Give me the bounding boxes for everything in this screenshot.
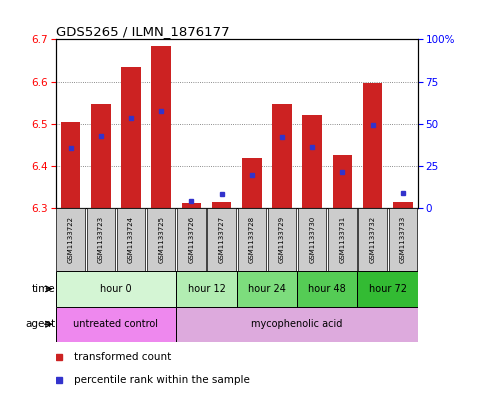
Text: GSM1133733: GSM1133733 [400, 216, 406, 263]
Bar [357, 271, 418, 307]
Text: percentile rank within the sample: percentile rank within the sample [73, 375, 250, 385]
Bar [212, 202, 231, 208]
Bar [56, 307, 176, 342]
Text: GSM1133732: GSM1133732 [369, 216, 375, 263]
Text: GDS5265 / ILMN_1876177: GDS5265 / ILMN_1876177 [56, 25, 229, 38]
Text: time: time [32, 284, 56, 294]
Text: GSM1133724: GSM1133724 [128, 216, 134, 263]
Bar [91, 104, 111, 208]
Text: GSM1133731: GSM1133731 [340, 216, 345, 263]
Bar [302, 114, 322, 208]
Text: hour 0: hour 0 [100, 284, 132, 294]
Bar [151, 46, 171, 208]
Bar [176, 307, 418, 342]
Text: mycophenolic acid: mycophenolic acid [251, 319, 343, 329]
Bar [358, 208, 387, 271]
Bar [176, 271, 237, 307]
Bar [86, 208, 115, 271]
Text: transformed count: transformed count [73, 352, 171, 362]
Bar [182, 203, 201, 208]
Bar [388, 208, 417, 271]
Text: GSM1133727: GSM1133727 [219, 216, 225, 263]
Text: hour 12: hour 12 [187, 284, 226, 294]
Text: agent: agent [26, 319, 56, 329]
Bar [56, 271, 176, 307]
Bar [242, 158, 262, 208]
Bar [393, 202, 412, 208]
Text: hour 24: hour 24 [248, 284, 286, 294]
Bar [121, 67, 141, 208]
Bar [272, 103, 292, 208]
Bar [177, 208, 206, 271]
Bar [61, 122, 81, 208]
Bar [57, 208, 85, 271]
Bar [237, 271, 297, 307]
Text: GSM1133722: GSM1133722 [68, 216, 73, 263]
Bar [117, 208, 145, 271]
Bar [328, 208, 356, 271]
Bar [363, 83, 383, 208]
Bar [238, 208, 266, 271]
Text: untreated control: untreated control [73, 319, 158, 329]
Bar [268, 208, 296, 271]
Text: GSM1133728: GSM1133728 [249, 216, 255, 263]
Bar [298, 208, 327, 271]
Bar [147, 208, 175, 271]
Text: GSM1133730: GSM1133730 [309, 216, 315, 263]
Bar [207, 208, 236, 271]
Text: GSM1133723: GSM1133723 [98, 216, 104, 263]
Text: GSM1133725: GSM1133725 [158, 216, 164, 263]
Text: GSM1133729: GSM1133729 [279, 216, 285, 263]
Text: hour 48: hour 48 [308, 284, 346, 294]
Bar [332, 154, 352, 208]
Bar [297, 271, 357, 307]
Text: hour 72: hour 72 [369, 284, 407, 294]
Text: GSM1133726: GSM1133726 [188, 216, 194, 263]
